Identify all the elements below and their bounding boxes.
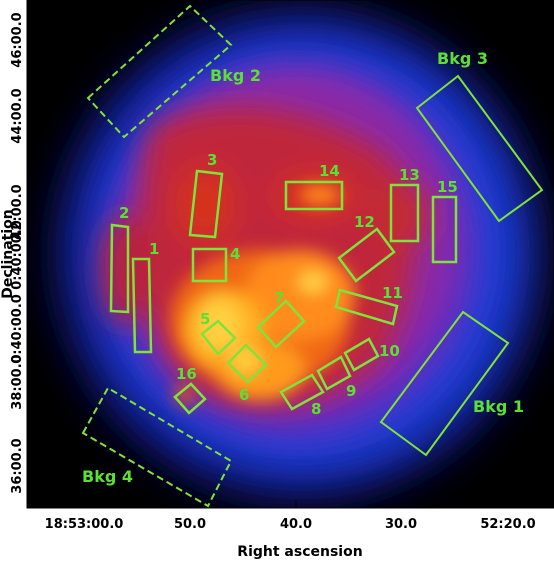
plot-border: [26, 0, 554, 509]
region-7-label: 7: [274, 289, 284, 307]
x-tick-label: 30.0: [385, 517, 417, 532]
region-4-label: 4: [230, 245, 240, 263]
bkg-4-box: [81, 386, 233, 508]
x-tick-label: 40.0: [280, 517, 312, 532]
source-regions: [109, 169, 458, 415]
region-13-label: 13: [399, 166, 420, 184]
region-11-label: 11: [382, 284, 403, 302]
region-10-label: 10: [379, 342, 400, 360]
bkg-2-label: Bkg 2: [210, 66, 261, 85]
x-tick-label: 50.0: [174, 517, 206, 532]
background-regions: [81, 4, 544, 508]
y-tick-label: 44:00.0: [10, 88, 25, 143]
region-15-box: [431, 195, 458, 264]
region-14-box: [284, 180, 344, 211]
x-tick-label: 52:20.0: [480, 517, 535, 532]
bkg-1-box: [379, 310, 510, 457]
region-10-box: [343, 337, 380, 372]
region-13-box: [389, 183, 420, 243]
x-tick-label: 18:53:00.0: [45, 517, 124, 532]
region-11-box: [334, 288, 399, 326]
image-panel: [27, 0, 554, 508]
bkg-2-box: [86, 4, 233, 139]
region-12-label: 12: [354, 213, 375, 231]
y-tick-label: 42:00.0: [10, 184, 25, 239]
y-tick-label: 0:40:00.0: [10, 294, 25, 364]
region-3-label: 3: [207, 151, 217, 169]
region-4-box: [191, 247, 228, 283]
region-12-box: [337, 227, 396, 283]
region-3-box: [188, 169, 224, 239]
region-15-label: 15: [437, 178, 458, 196]
region-9-box: [316, 355, 352, 391]
region-5-label: 5: [200, 310, 210, 328]
region-labels: 1 2 3 4 5 6 7 8 9 10 11 12 13 14 15 16 B…: [82, 49, 524, 486]
region-1-label: 1: [149, 240, 159, 258]
y-tick-label: 46:00.0: [10, 12, 25, 67]
bkg-1-label: Bkg 1: [473, 397, 524, 416]
region-6-box: [226, 343, 268, 384]
region-14-label: 14: [319, 162, 340, 180]
region-16-label: 16: [176, 365, 197, 383]
bkg-4-label: Bkg 4: [82, 467, 133, 486]
region-5-box: [200, 319, 237, 356]
axis-ticks: [27, 17, 509, 508]
y-tick-label: 0:40:00.0: [10, 220, 25, 290]
region-7-box: [256, 299, 306, 349]
region-8-box: [279, 373, 325, 411]
x-axis-title: Right ascension: [237, 544, 362, 560]
y-axis-title: Declination: [0, 209, 16, 299]
bkg-3-label: Bkg 3: [437, 49, 488, 68]
region-1-box: [131, 257, 153, 354]
x-tick-labels: 18:53:00.0 50.0 40.0 30.0 52:20.0: [45, 517, 536, 532]
bkg-3-box: [415, 74, 544, 223]
region-2-box: [109, 223, 130, 314]
region-6-label: 6: [239, 386, 249, 404]
region-9-label: 9: [346, 382, 356, 400]
y-tick-labels: 46:00.0 44:00.0 42:00.0 0:40:00.0 0:40:0…: [10, 12, 25, 493]
region-16-box: [173, 382, 207, 415]
y-tick-label: 38:00.0: [10, 354, 25, 409]
region-2-label: 2: [119, 204, 129, 222]
y-tick-label: 36:00.0: [10, 438, 25, 493]
region-8-label: 8: [311, 400, 321, 418]
